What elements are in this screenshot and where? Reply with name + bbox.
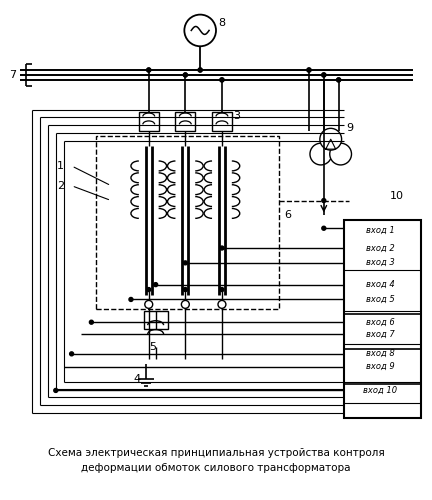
Circle shape	[70, 352, 73, 356]
Circle shape	[307, 68, 311, 72]
Circle shape	[330, 143, 352, 165]
Circle shape	[129, 298, 133, 302]
Text: вход 3: вход 3	[366, 258, 394, 268]
Circle shape	[198, 68, 202, 72]
Circle shape	[322, 198, 326, 202]
Circle shape	[310, 143, 332, 165]
Circle shape	[184, 14, 216, 46]
Bar	[212, 112, 232, 132]
Circle shape	[183, 288, 187, 292]
Circle shape	[307, 68, 311, 72]
Circle shape	[183, 73, 187, 77]
Text: вход 6: вход 6	[366, 318, 394, 326]
Circle shape	[220, 246, 224, 250]
Circle shape	[145, 300, 152, 308]
Text: Схема электрическая принципиальная устройства контроля: Схема электрическая принципиальная устро…	[48, 448, 384, 458]
Text: 3: 3	[233, 112, 240, 122]
Text: вход 7: вход 7	[366, 330, 394, 338]
Text: деформации обмоток силового трансформатора: деформации обмоток силового трансформато…	[81, 462, 351, 472]
Text: вход 1: вход 1	[366, 226, 394, 234]
Circle shape	[154, 282, 158, 286]
Text: 9: 9	[346, 124, 354, 134]
Bar	[96, 136, 280, 310]
Circle shape	[322, 226, 326, 230]
Circle shape	[147, 288, 151, 292]
Bar	[343, 220, 421, 418]
Circle shape	[89, 320, 93, 324]
Circle shape	[220, 78, 224, 82]
Circle shape	[147, 68, 151, 72]
Text: 7: 7	[9, 70, 16, 80]
Text: вход 4: вход 4	[366, 280, 394, 289]
Circle shape	[147, 68, 151, 72]
Bar	[175, 112, 195, 132]
Circle shape	[322, 73, 326, 77]
Circle shape	[54, 388, 58, 392]
Text: 2: 2	[57, 180, 64, 190]
Circle shape	[337, 78, 340, 82]
Text: вход 5: вход 5	[366, 295, 394, 304]
Text: вход 8: вход 8	[366, 350, 394, 358]
Text: 1: 1	[57, 161, 64, 171]
Circle shape	[337, 78, 340, 82]
Circle shape	[181, 300, 189, 308]
Bar	[144, 312, 168, 329]
Text: 4: 4	[134, 374, 141, 384]
Circle shape	[183, 73, 187, 77]
Circle shape	[198, 68, 202, 72]
Circle shape	[183, 261, 187, 265]
Bar	[139, 112, 159, 132]
Text: 6: 6	[284, 210, 291, 220]
Text: вход 10: вход 10	[363, 386, 397, 395]
Circle shape	[220, 288, 224, 292]
Circle shape	[320, 128, 342, 150]
Circle shape	[218, 300, 226, 308]
Text: вход 9: вход 9	[366, 362, 394, 371]
Circle shape	[220, 78, 224, 82]
Text: вход 2: вход 2	[366, 244, 394, 252]
Circle shape	[322, 73, 326, 77]
Text: 8: 8	[218, 18, 225, 28]
Text: 5: 5	[149, 342, 156, 352]
Text: 10: 10	[390, 190, 404, 200]
